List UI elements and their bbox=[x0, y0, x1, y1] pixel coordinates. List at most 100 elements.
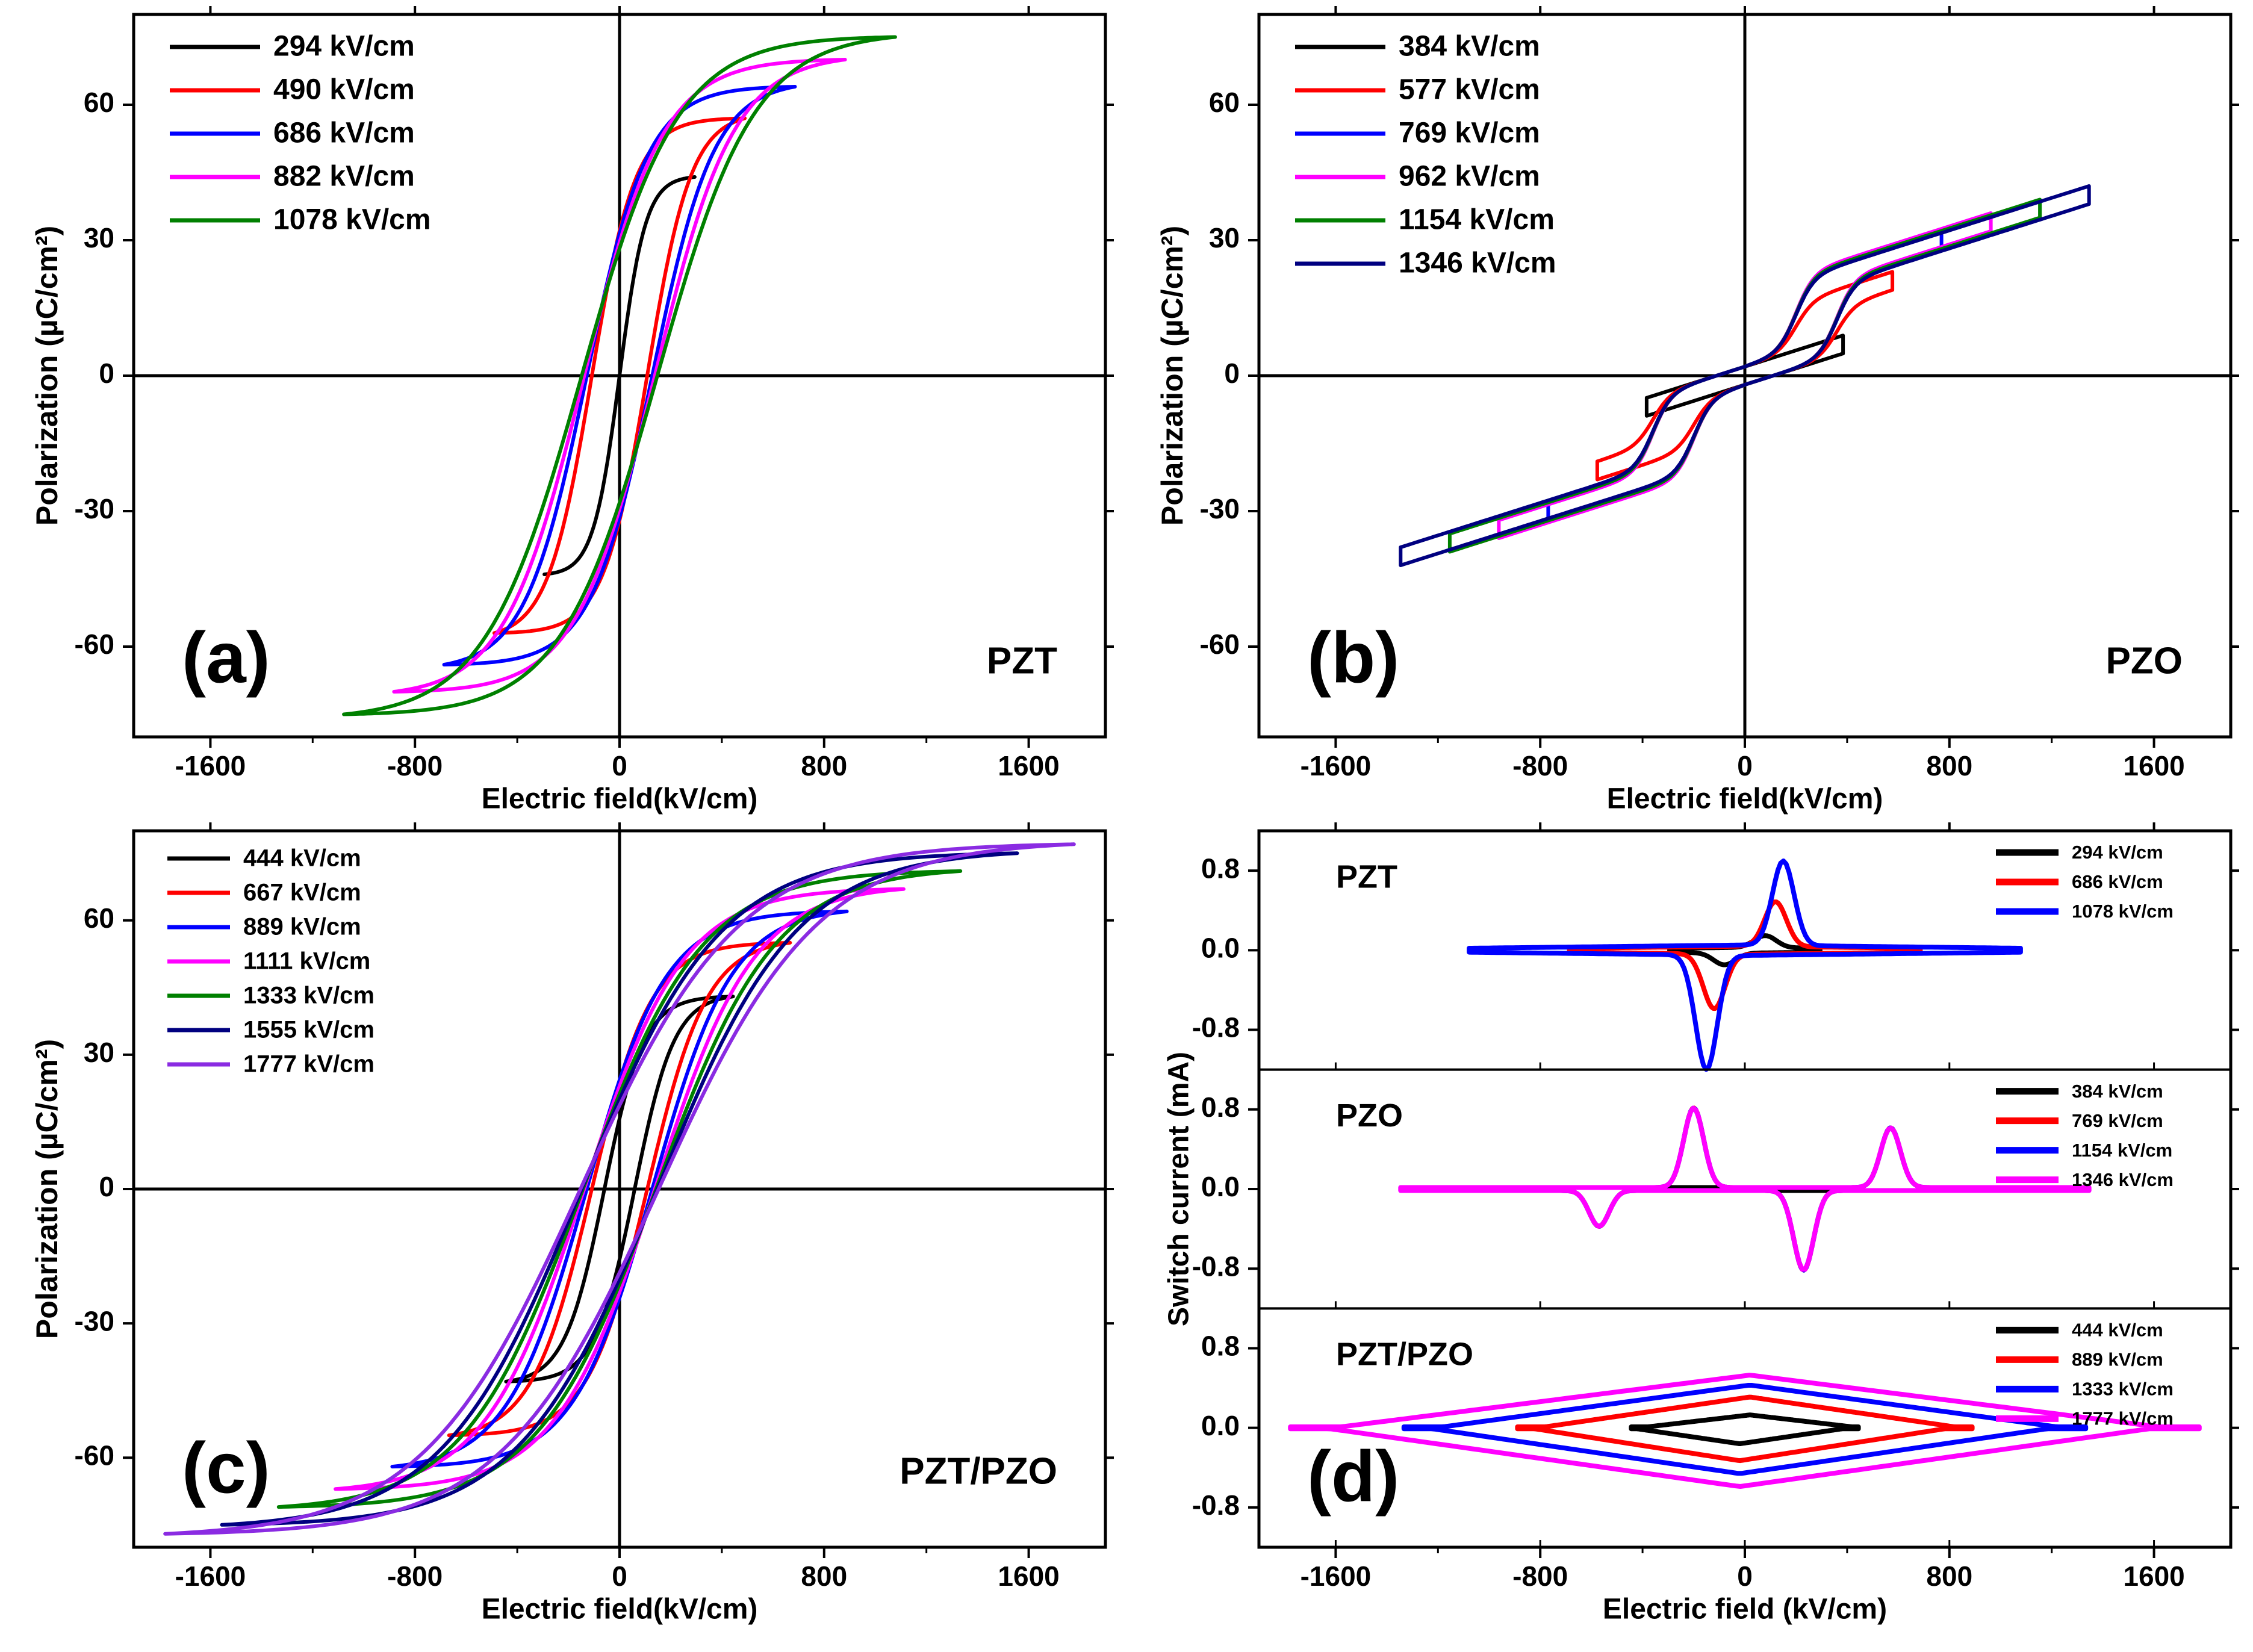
d-0-ytick-label: 0.8 bbox=[1201, 852, 1240, 884]
panel-a: -1600 -800 0 800 1600 60 30 0 -30 -60 Electric fie… bbox=[30, 6, 1114, 815]
d-2-legend-label: 889 kV/cm bbox=[2072, 1349, 2163, 1370]
d-xtick-label: 800 bbox=[1926, 1560, 1972, 1592]
c-xtick-label: 800 bbox=[801, 1560, 847, 1592]
a-legend-label: 882 kV/cm bbox=[273, 161, 415, 193]
d-xtick-label: 1600 bbox=[2123, 1560, 2184, 1592]
b-xtick-label: 0 bbox=[1737, 750, 1753, 781]
d-2-legend-label: 1333 kV/cm bbox=[2072, 1379, 2174, 1400]
d-0-series-2-loop bbox=[1469, 861, 2021, 1069]
c-legend-label: 667 kV/cm bbox=[243, 880, 361, 906]
a-xtick-label: -800 bbox=[387, 750, 443, 781]
a-ylabel: Polarization (µC/cm²) bbox=[30, 226, 64, 526]
d-1-material-label: PZO bbox=[1336, 1098, 1403, 1134]
c-material-label: PZT/PZO bbox=[900, 1450, 1057, 1492]
a-ytick-label: 0 bbox=[99, 358, 114, 389]
b-xlabel: Electric field(kV/cm) bbox=[1607, 783, 1883, 815]
a-legend-label: 686 kV/cm bbox=[273, 117, 415, 149]
b-ylabel: Polarization (µC/cm²) bbox=[1155, 226, 1189, 526]
d-2-ytick-label: 0.8 bbox=[1201, 1331, 1240, 1362]
d-0-legend-label: 686 kV/cm bbox=[2072, 871, 2163, 892]
c-legend-label: 889 kV/cm bbox=[243, 914, 361, 940]
b-legend-label: 384 kV/cm bbox=[1399, 31, 1540, 63]
c-xtick-label: 1600 bbox=[998, 1560, 1059, 1592]
b-ytick-label: -30 bbox=[1200, 493, 1240, 524]
b-legend-label: 769 kV/cm bbox=[1399, 117, 1540, 149]
figure: -1600 -800 0 800 1600 60 30 0 -30 -60 Electric fie… bbox=[0, 0, 2253, 1652]
d-2-series-0-loop bbox=[1631, 1415, 1858, 1444]
b-material-label: PZO bbox=[2106, 640, 2183, 682]
d-subpanel-1: 0.8 0.0 -0.8 PZO 384 kV/cm 769 kV/cm 1154 kV/c… bbox=[1192, 1070, 2239, 1309]
b-xtick-label: 1600 bbox=[2123, 750, 2184, 781]
panel-d: 0.8 0.0 -0.8 PZT 294 kV/cm 686 kV/cm 1078 kV/c… bbox=[1163, 822, 2239, 1626]
a-ytick-label: -60 bbox=[75, 629, 114, 660]
d-1-legend-label: 384 kV/cm bbox=[2072, 1081, 2163, 1102]
d-xlabel: Electric field (kV/cm) bbox=[1603, 1594, 1887, 1626]
d-xtick-label: -800 bbox=[1512, 1560, 1568, 1592]
a-ytick-label: 60 bbox=[84, 87, 114, 118]
d-2-legend-label: 444 kV/cm bbox=[2072, 1320, 2163, 1341]
d-ylabel: Switch current (mA) bbox=[1163, 1052, 1195, 1326]
d-1-ytick-label: 0.0 bbox=[1201, 1171, 1240, 1202]
a-xtick-label: 1600 bbox=[998, 750, 1059, 781]
a-legend-label: 294 kV/cm bbox=[273, 31, 415, 63]
d-0-legend-label: 1078 kV/cm bbox=[2072, 901, 2174, 922]
c-xtick-label: 0 bbox=[612, 1560, 627, 1592]
d-1-legend-label: 1154 kV/cm bbox=[2072, 1140, 2172, 1161]
d-1-ytick-label: -0.8 bbox=[1192, 1250, 1240, 1282]
c-legend-label: 1555 kV/cm bbox=[243, 1017, 374, 1043]
a-xtick-label: 0 bbox=[612, 750, 627, 781]
c-legend-label: 444 kV/cm bbox=[243, 845, 361, 872]
panel-c: -1600 -800 0 800 1600 60 30 0 -30 -60 Electric fie… bbox=[30, 822, 1114, 1626]
b-panel-label: (b) bbox=[1307, 618, 1399, 698]
c-legend-label: 1333 kV/cm bbox=[243, 983, 374, 1009]
d-subpanel-0: 0.8 0.0 -0.8 PZT 294 kV/cm 686 kV/cm 1078 kV/c… bbox=[1192, 842, 2239, 1069]
d-xtick-label: 0 bbox=[1737, 1560, 1753, 1592]
c-panel-label: (c) bbox=[182, 1428, 270, 1509]
panel-b: -1600-8000800160060300-30-60Electric fie… bbox=[1155, 6, 2239, 815]
a-ytick-label: 30 bbox=[84, 222, 114, 253]
c-ylabel: Polarization (µC/cm²) bbox=[30, 1039, 64, 1339]
a-xlabel: Electric field(kV/cm) bbox=[482, 783, 758, 815]
a-xtick-label: 800 bbox=[801, 750, 847, 781]
b-legend-label: 1346 kV/cm bbox=[1399, 247, 1556, 279]
d-panel-label: (d) bbox=[1307, 1436, 1399, 1517]
d-1-legend-label: 769 kV/cm bbox=[2072, 1110, 2163, 1131]
b-legend-label: 577 kV/cm bbox=[1399, 74, 1540, 106]
d-2-ytick-label: 0.0 bbox=[1201, 1410, 1240, 1441]
a-legend-label: 490 kV/cm bbox=[273, 74, 415, 106]
c-legend-label: 1777 kV/cm bbox=[243, 1051, 374, 1078]
a-material-label: PZT bbox=[987, 640, 1057, 682]
b-ytick-label: 30 bbox=[1209, 222, 1240, 253]
d-xtick-label: -1600 bbox=[1301, 1560, 1372, 1592]
d-0-material-label: PZT bbox=[1336, 859, 1397, 895]
a-xtick-label: -1600 bbox=[175, 750, 246, 781]
d-0-legend-label: 294 kV/cm bbox=[2072, 842, 2163, 863]
c-ytick-label: -60 bbox=[75, 1439, 114, 1471]
a-ytick-label: -30 bbox=[75, 493, 114, 524]
d-0-ytick-label: -0.8 bbox=[1192, 1012, 1240, 1043]
c-xtick-label: -1600 bbox=[175, 1560, 246, 1592]
d-1-series-3-loop bbox=[1400, 1108, 2089, 1270]
d-0-ytick-label: 0.0 bbox=[1201, 932, 1240, 963]
b-ytick-label: -60 bbox=[1200, 629, 1240, 660]
c-ytick-label: 0 bbox=[99, 1171, 114, 1202]
d-1-legend-label: 1346 kV/cm bbox=[2072, 1169, 2174, 1190]
c-ytick-label: -30 bbox=[75, 1305, 114, 1337]
b-xtick-label: -1600 bbox=[1301, 750, 1372, 781]
d-1-ytick-label: 0.8 bbox=[1201, 1092, 1240, 1123]
b-xtick-label: -800 bbox=[1512, 750, 1568, 781]
d-2-material-label: PZT/PZO bbox=[1336, 1337, 1473, 1373]
a-panel-label: (a) bbox=[182, 618, 270, 698]
c-legend-label: 1111 kV/cm bbox=[243, 948, 370, 975]
b-ytick-label: 0 bbox=[1224, 358, 1240, 389]
d-2-ytick-label: -0.8 bbox=[1192, 1489, 1240, 1521]
c-xlabel: Electric field(kV/cm) bbox=[482, 1594, 758, 1626]
c-ytick-label: 30 bbox=[84, 1037, 114, 1068]
c-ytick-label: 60 bbox=[84, 902, 114, 934]
b-legend-label: 962 kV/cm bbox=[1399, 161, 1540, 193]
d-2-legend-label: 1777 kV/cm bbox=[2072, 1408, 2174, 1429]
b-legend-label: 1154 kV/cm bbox=[1399, 204, 1555, 236]
c-xtick-label: -800 bbox=[387, 1560, 443, 1592]
b-ytick-label: 60 bbox=[1209, 87, 1240, 118]
a-legend-label: 1078 kV/cm bbox=[273, 204, 431, 236]
